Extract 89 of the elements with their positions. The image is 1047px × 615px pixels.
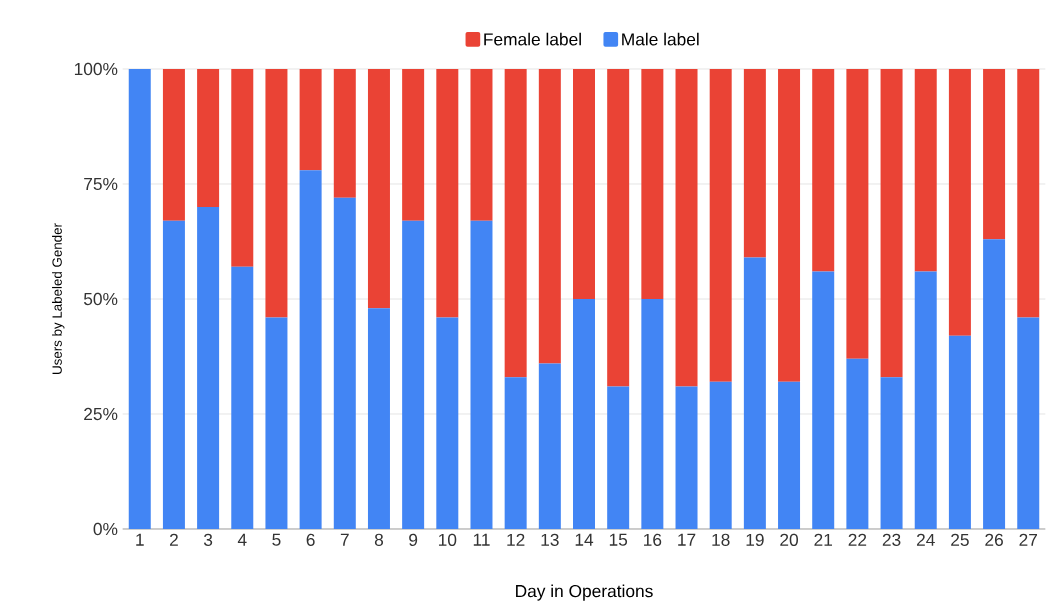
- bar: [778, 381, 801, 529]
- legend-label: Male label: [622, 32, 699, 46]
- bar: [914, 69, 937, 272]
- bar: [333, 69, 356, 198]
- x-tick-label: 17: [678, 533, 696, 546]
- x-tick-label: 26: [985, 533, 1003, 546]
- y-tick-label: 0%: [93, 522, 118, 536]
- bar: [367, 308, 390, 529]
- bar: [778, 69, 801, 382]
- x-tick-label: 12: [507, 533, 525, 546]
- bar: [231, 266, 254, 529]
- bar: [197, 69, 220, 207]
- bar: [402, 69, 425, 221]
- bar: [846, 69, 869, 359]
- bar: [948, 335, 971, 529]
- bar: [914, 271, 937, 529]
- bar: [128, 69, 151, 529]
- y-tick-label: 50%: [83, 292, 118, 306]
- bar: [436, 69, 459, 318]
- x-tick-label: 4: [237, 533, 247, 546]
- x-tick-label: 13: [541, 533, 559, 546]
- bar: [504, 377, 527, 529]
- x-tick-label: 7: [340, 533, 349, 546]
- bar: [709, 69, 732, 382]
- bar: [1017, 317, 1040, 529]
- bar: [367, 69, 390, 309]
- x-tick-label: 5: [272, 533, 281, 546]
- bar: [1017, 69, 1040, 318]
- x-tick-label: 15: [609, 533, 628, 546]
- x-tick-label: 25: [951, 533, 969, 546]
- x-tick-label: 3: [203, 533, 213, 546]
- bar: [743, 69, 766, 258]
- y-tick-label: 100%: [74, 62, 118, 76]
- x-axis-title: Day in Operations: [516, 584, 653, 601]
- x-tick-label: 22: [848, 533, 867, 546]
- bar: [197, 207, 220, 529]
- bar: [675, 69, 698, 387]
- x-tick-label: 9: [409, 533, 418, 546]
- bar: [504, 69, 527, 378]
- bar: [573, 69, 595, 299]
- bar: [402, 220, 425, 529]
- bar: [538, 363, 561, 529]
- x-tick-label: 2: [169, 533, 178, 546]
- y-axis-title: Users by Labeled Gender: [52, 223, 65, 374]
- bar: [162, 220, 185, 529]
- x-tick-label: 19: [746, 533, 764, 546]
- bar: [675, 386, 698, 529]
- bar: [299, 170, 322, 529]
- x-tick-label: 1: [136, 533, 144, 546]
- bar: [709, 381, 732, 529]
- bar: [641, 299, 664, 529]
- bar: [880, 69, 903, 378]
- bar: [812, 271, 835, 529]
- x-tick-label: 27: [1019, 533, 1038, 546]
- x-tick-label: 23: [882, 533, 901, 546]
- bar: [948, 69, 971, 336]
- x-tick-label: 16: [644, 533, 662, 546]
- x-tick-label: 14: [575, 533, 594, 546]
- x-tick-label: 21: [814, 533, 833, 546]
- x-tick-label: 18: [712, 533, 730, 546]
- bar: [641, 69, 664, 299]
- bar: [573, 299, 595, 529]
- bar: [436, 317, 459, 529]
- bar: [162, 69, 185, 221]
- bar: [265, 69, 288, 318]
- bar: [846, 358, 869, 529]
- bar: [538, 69, 561, 364]
- bar: [470, 220, 493, 529]
- bar: [470, 69, 493, 221]
- bar: [607, 69, 630, 387]
- bar: [265, 317, 288, 529]
- x-tick-label: 24: [916, 533, 935, 546]
- bar: [812, 69, 835, 272]
- bar: [743, 257, 766, 529]
- y-tick-label: 75%: [84, 177, 118, 191]
- x-tick-label: 11: [473, 533, 490, 546]
- x-tick-label: 6: [306, 533, 315, 546]
- y-tick-label: 25%: [84, 407, 118, 421]
- x-tick-label: 10: [438, 533, 457, 546]
- bar: [231, 69, 254, 267]
- bar: [607, 386, 630, 529]
- x-tick-label: 20: [780, 533, 799, 546]
- x-tick-label: 8: [374, 533, 384, 546]
- legend-label: Female label: [484, 32, 581, 46]
- bar: [333, 197, 356, 529]
- bar: [983, 239, 1006, 529]
- bar: [880, 377, 903, 529]
- bar: [983, 69, 1006, 240]
- bar: [299, 69, 322, 171]
